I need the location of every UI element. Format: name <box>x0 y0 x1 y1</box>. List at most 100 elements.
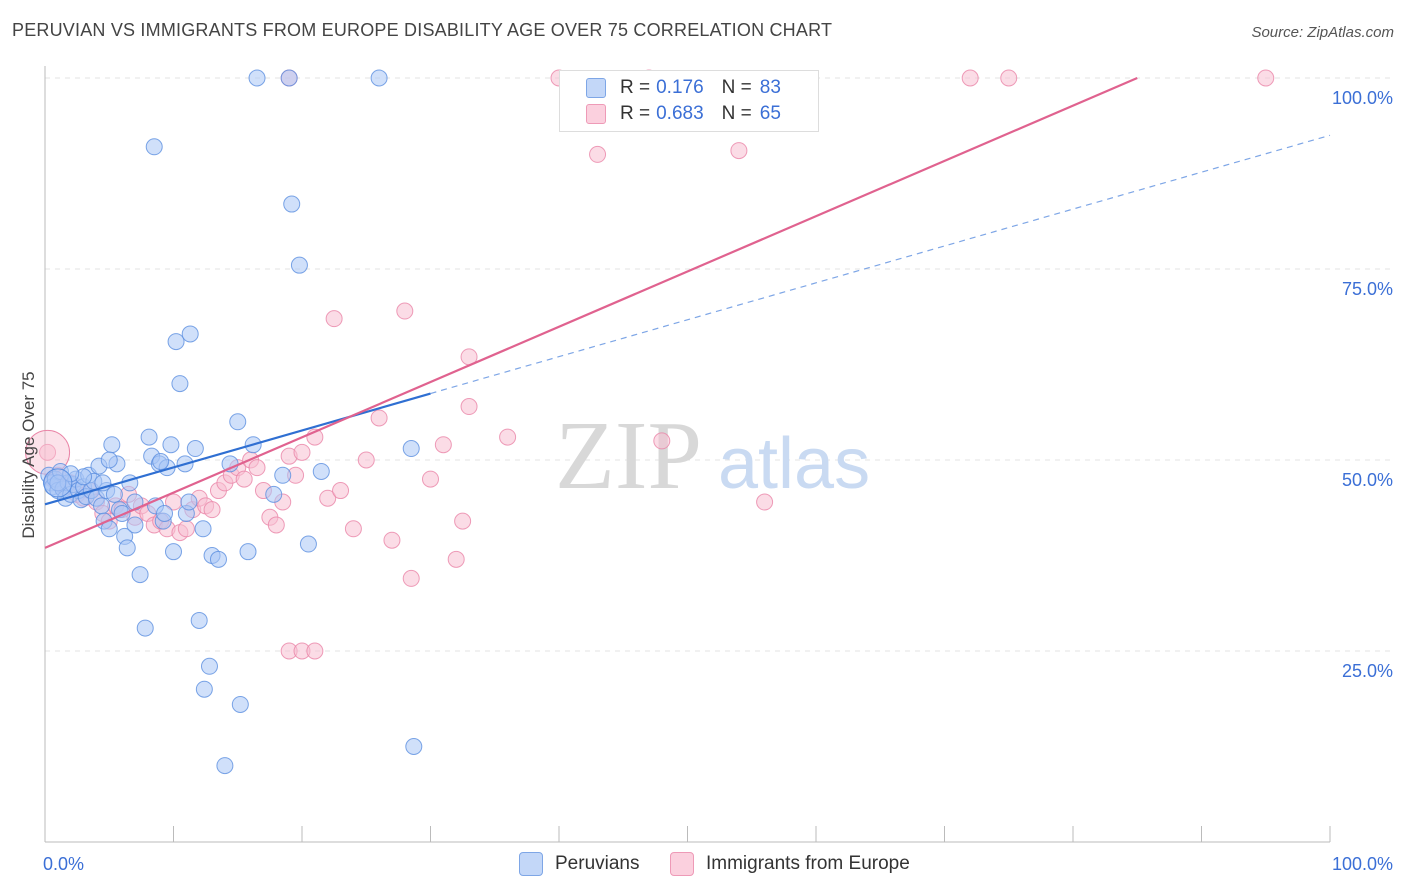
immigrants-point <box>434 436 452 454</box>
x-tick-label: 100.0% <box>1332 854 1393 874</box>
peruvians-point <box>140 428 158 446</box>
peruvians-point <box>100 451 118 469</box>
legend-item-immigrants[interactable]: Immigrants from Europe <box>670 852 910 876</box>
peruvians-point <box>280 69 298 87</box>
peruvians-point <box>402 440 420 458</box>
r-label: R = <box>620 77 651 98</box>
peruvians-point <box>190 611 208 629</box>
peruvians-point <box>209 550 227 568</box>
y-tick-label: 100.0% <box>1332 88 1393 108</box>
immigrants-point <box>589 145 607 163</box>
peruvians-point <box>312 462 330 480</box>
immigrants-point <box>454 512 472 530</box>
immigrants-point <box>756 493 774 511</box>
peruvians-point <box>239 543 257 561</box>
immigrants-point <box>293 443 311 461</box>
peruvians-point <box>370 69 388 87</box>
peruvians-point <box>105 485 123 503</box>
peruvians-point <box>186 440 204 458</box>
peruvians-point <box>229 413 247 431</box>
peruvians-point <box>231 695 249 713</box>
peruvians-point <box>248 69 266 87</box>
r-value: 0.683 <box>656 103 704 124</box>
peruvians-point <box>405 738 423 755</box>
immigrants-point <box>396 302 414 320</box>
peruvians-point <box>265 485 283 503</box>
trend-lines <box>44 76 1331 549</box>
peruvians-legend-swatch <box>519 852 543 876</box>
legend-row-immigrants: R = 0.683 N = 65 <box>586 102 781 126</box>
immigrants-point <box>422 470 439 488</box>
immigrants-point <box>325 310 343 328</box>
immigrants-point <box>235 470 253 488</box>
immigrants-point <box>177 520 195 538</box>
chart-title: PERUVIAN VS IMMIGRANTS FROM EUROPE DISAB… <box>12 20 833 40</box>
immigrants-trend-line <box>44 76 1138 549</box>
immigrants-point <box>306 642 324 660</box>
peruvians-point <box>290 256 308 274</box>
immigrants-point <box>332 482 350 500</box>
immigrants-point <box>460 398 478 416</box>
n-value: 83 <box>759 77 781 98</box>
immigrants-legend-swatch <box>670 852 694 876</box>
y-axis-label: Disability Age Over 75 <box>19 371 38 538</box>
immigrants-point <box>344 520 362 538</box>
r-value: 0.176 <box>656 77 704 98</box>
immigrants-point <box>499 428 517 446</box>
peruvians-point <box>200 657 218 675</box>
n-label: N = <box>721 77 752 98</box>
peruvians-legend-label: Peruvians <box>555 853 640 874</box>
peruvians-point <box>126 516 144 534</box>
source-credit: Source: ZipAtlas.com <box>1251 24 1394 41</box>
immigrants-point <box>39 443 57 461</box>
peruvians-point <box>216 757 234 775</box>
y-tick-label: 25.0% <box>1342 661 1393 681</box>
legend-item-peruvians[interactable]: Peruvians <box>519 852 640 876</box>
peruvians-point <box>131 566 149 584</box>
tick-labels: 25.0% 50.0% 75.0% 100.0% 0.0% 100.0% <box>43 88 1393 874</box>
peruvians-point <box>43 468 73 498</box>
immigrants-legend-label: Immigrants from Europe <box>706 853 910 874</box>
y-tick-label: 50.0% <box>1342 470 1393 490</box>
immigrants-swatch <box>586 104 606 124</box>
peruvians-point <box>93 497 111 515</box>
immigrants-point <box>319 489 337 507</box>
watermark-zip: ZIP <box>555 402 702 510</box>
peruvians-point <box>283 195 301 213</box>
peruvians-point <box>299 535 317 553</box>
peruvians-point <box>136 619 154 637</box>
immigrants-point <box>730 142 748 160</box>
stats-legend: R = 0.176 N = 83 R = 0.683 N = 65 <box>559 70 819 132</box>
peruvians-point <box>156 504 174 522</box>
immigrants-point <box>402 569 420 587</box>
immigrants-point <box>383 531 401 549</box>
peruvians-point <box>145 138 163 156</box>
immigrants-points <box>25 69 1275 660</box>
peruvians-point <box>195 680 213 698</box>
watermark: ZIP atlas <box>555 402 870 510</box>
peruvians-trend-line <box>44 392 431 506</box>
peruvians-trend-extension <box>430 134 1331 395</box>
r-label: R = <box>620 103 651 124</box>
immigrants-point <box>203 501 221 519</box>
peruvians-point <box>274 466 292 484</box>
immigrants-point <box>370 409 388 427</box>
x-tick-label: 0.0% <box>43 854 84 874</box>
legend-row-peruvians: R = 0.176 N = 83 <box>586 76 781 100</box>
n-label: N = <box>721 103 752 124</box>
peruvians-point <box>152 453 170 471</box>
peruvians-point <box>181 325 199 343</box>
immigrants-point <box>447 550 465 568</box>
immigrants-point <box>1257 69 1275 87</box>
watermark-atlas: atlas <box>718 424 870 504</box>
immigrants-point <box>1000 69 1018 87</box>
peruvians-point <box>194 520 212 538</box>
immigrants-point <box>653 432 671 450</box>
peruvians-point <box>171 375 189 393</box>
peruvians-point <box>118 539 136 557</box>
peruvians-point <box>103 436 121 454</box>
grid-lines <box>45 77 1394 652</box>
y-tick-label: 75.0% <box>1342 279 1393 299</box>
peruvians-point <box>167 333 185 351</box>
n-value: 65 <box>759 103 781 124</box>
